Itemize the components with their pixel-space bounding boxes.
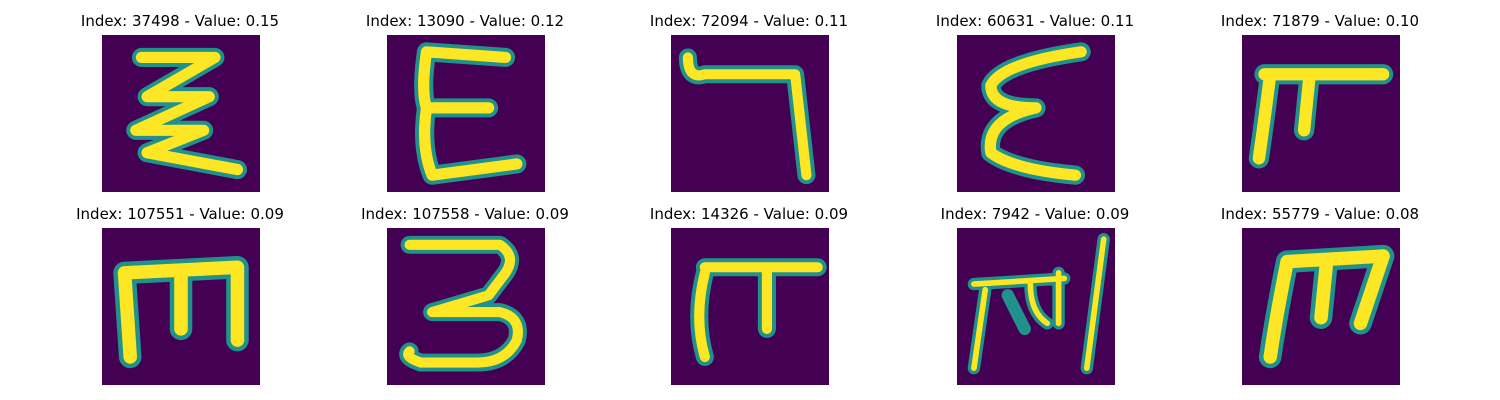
- image-panel: Index: 7942 - Value: 0.09: [885, 193, 1185, 385]
- image-panel: Index: 13090 - Value: 0.12: [315, 0, 615, 192]
- panel-title: Index: 60631 - Value: 0.11: [935, 12, 1135, 30]
- panel-title: Index: 7942 - Value: 0.09: [940, 205, 1130, 223]
- panel-title: Index: 107551 - Value: 0.09: [76, 205, 284, 223]
- image-panel: Index: 55779 - Value: 0.08: [1170, 193, 1470, 385]
- glyph-image-m-slanted: [1242, 228, 1400, 385]
- glyph-image-pi: [671, 228, 829, 385]
- glyph-image-seven: [671, 35, 829, 192]
- panel-title: Index: 107558 - Value: 0.09: [361, 205, 569, 223]
- glyph-image-epsilon: [957, 35, 1115, 192]
- image-panel: Index: 37498 - Value: 0.15: [30, 0, 330, 192]
- panel-title: Index: 14326 - Value: 0.09: [649, 205, 849, 223]
- glyph-image-e: [387, 35, 545, 192]
- image-panel: Index: 60631 - Value: 0.11: [885, 0, 1185, 192]
- image-panel: Index: 107551 - Value: 0.09: [30, 193, 330, 385]
- glyph-image-pi: [1242, 35, 1400, 192]
- glyph-image-zigzag: [102, 35, 260, 192]
- panel-title: Index: 71879 - Value: 0.10: [1220, 12, 1420, 30]
- panel-title: Index: 55779 - Value: 0.08: [1220, 205, 1420, 223]
- glyph-image-script: [957, 228, 1115, 385]
- image-panel: Index: 107558 - Value: 0.09: [315, 193, 615, 385]
- panel-title: Index: 72094 - Value: 0.11: [649, 12, 849, 30]
- glyph-image-m: [102, 228, 260, 385]
- panel-title: Index: 13090 - Value: 0.12: [365, 12, 565, 30]
- image-panel: Index: 71879 - Value: 0.10: [1170, 0, 1470, 192]
- image-panel: Index: 72094 - Value: 0.11: [599, 0, 899, 192]
- glyph-image-three: [387, 228, 545, 385]
- image-panel: Index: 14326 - Value: 0.09: [599, 193, 899, 385]
- panel-title: Index: 37498 - Value: 0.15: [80, 12, 280, 30]
